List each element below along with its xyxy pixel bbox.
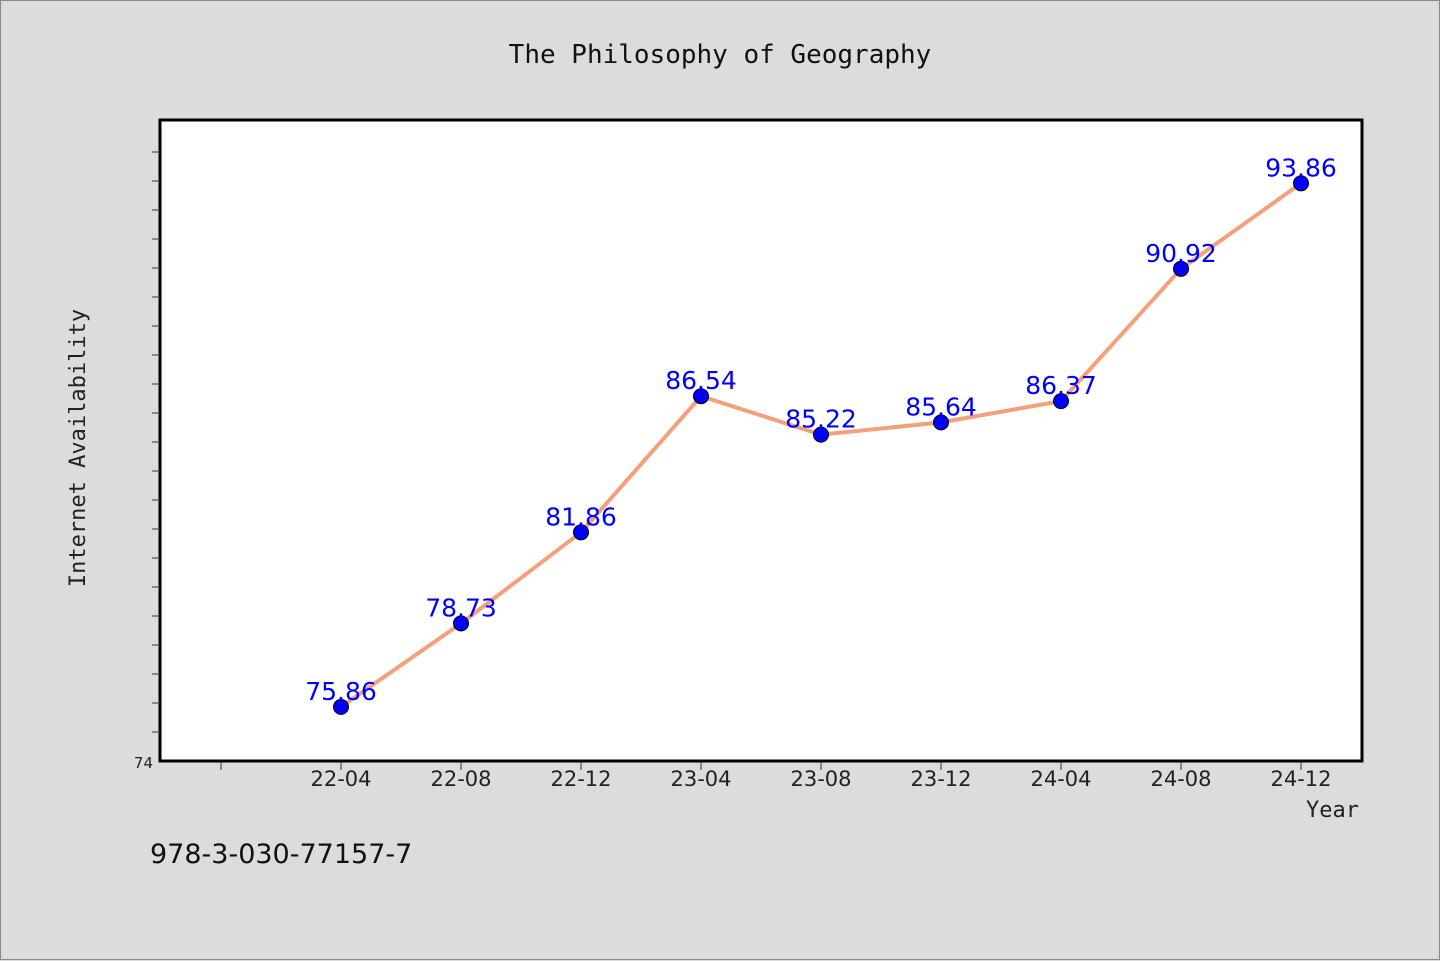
data-label: 81.86 [545,502,617,531]
x-tick-label: 22-04 [310,767,371,791]
y-axis-title: Internet Availability [66,309,91,587]
data-label: 85.22 [785,405,857,434]
x-tick-label: 24-12 [1270,767,1331,791]
data-label: 93.86 [1265,153,1337,182]
y-min-label: 74 [134,754,153,772]
data-label: 78.73 [425,593,497,622]
x-tick-label: 23-12 [910,767,971,791]
data-label: 86.54 [665,366,737,395]
series-layer: 75.86 78.73 81.86 86.54 85.22 85.64 86.37 90.92… [305,153,1337,715]
data-point [573,524,589,541]
plot-area [158,118,1364,763]
chart-title: The Philosophy of Geography [509,40,932,70]
x-tick-label: 23-08 [790,767,851,791]
data-label: 90.92 [1145,239,1217,268]
x-tick-label: 22-08 [430,767,491,791]
data-label: 85.64 [905,392,977,421]
data-point [813,426,829,443]
data-point [1053,393,1069,410]
x-tick-label: 24-08 [1150,767,1211,791]
isbn-footnote: 978-3-030-77157-7 [150,839,412,870]
data-label: 86.37 [1025,371,1097,400]
x-tick-label: 24-04 [1030,767,1091,791]
x-axis-title: Year [1306,798,1359,823]
y-axis-ticks [152,151,160,733]
data-point [933,414,949,431]
data-point [1173,260,1189,277]
data-point [1293,175,1309,192]
data-point [693,388,709,405]
x-axis-ticks [220,762,1302,770]
x-tick-label: 22-12 [550,767,611,791]
x-tick-label: 23-04 [670,767,731,791]
x-tick-labels: 22-04 22-08 22-12 23-04 23-08 23-12 24-04 24-08… [310,767,1331,791]
data-label: 75.86 [305,677,377,706]
data-point [453,615,469,632]
data-point [333,698,349,715]
